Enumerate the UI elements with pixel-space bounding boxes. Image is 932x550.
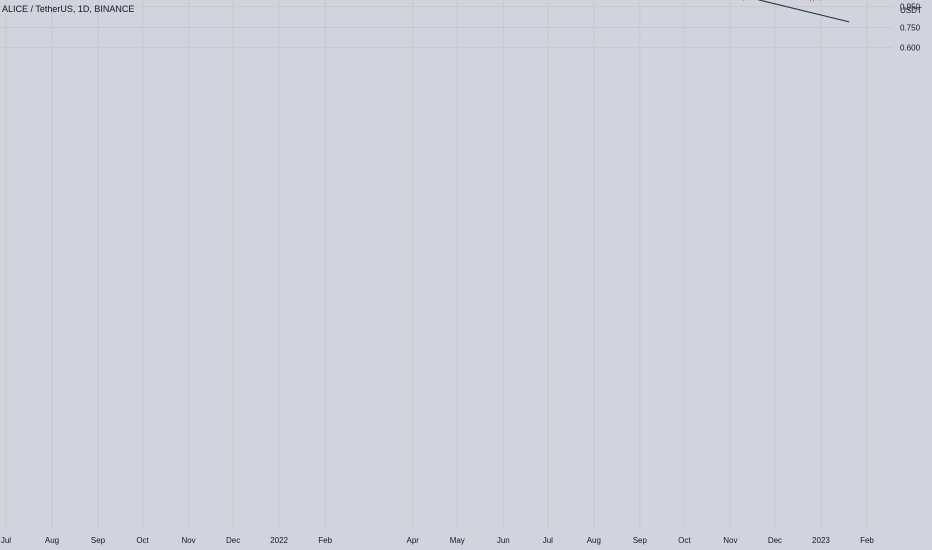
y-tick-label: 0.600 <box>900 43 921 52</box>
x-tick-label: Dec <box>226 536 240 545</box>
y-tick-label: 0.950 <box>900 3 921 12</box>
x-tick-label: Sep <box>633 536 648 545</box>
x-tick-label: Aug <box>45 536 59 545</box>
x-tick-label: Aug <box>587 536 601 545</box>
price-axis[interactable]: 48.00038.00030.00024.00018.00014.00011.0… <box>0 0 932 53</box>
x-tick-label: 2022 <box>270 536 288 545</box>
price-unit-label: USDT <box>900 6 922 15</box>
x-tick-label: Nov <box>181 536 195 545</box>
x-tick-label: Jun <box>497 536 510 545</box>
x-tick-label: Apr <box>406 536 419 545</box>
x-tick-label: Nov <box>723 536 737 545</box>
x-tick-label: Jul <box>543 536 553 545</box>
x-tick-label: Oct <box>136 536 149 545</box>
y-tick-label: 0.750 <box>900 24 921 33</box>
x-tick-label: Dec <box>768 536 782 545</box>
x-tick-label: Feb <box>860 536 874 545</box>
x-tick-label: Jul <box>1 536 11 545</box>
x-tick-label: Oct <box>678 536 691 545</box>
chart-title: ALICE / TetherUS, 1D, BINANCE <box>2 4 134 14</box>
x-tick-label: Sep <box>91 536 106 545</box>
x-tick-label: May <box>450 536 465 545</box>
candles <box>743 0 822 2</box>
time-axis[interactable]: Jul Aug Sep Oct Nov Dec 2022 Feb Apr May Jun Jul Aug… <box>1 536 875 545</box>
x-tick-label: 2023 <box>812 536 830 545</box>
grid <box>0 0 892 530</box>
x-tick-label: Feb <box>318 536 332 545</box>
